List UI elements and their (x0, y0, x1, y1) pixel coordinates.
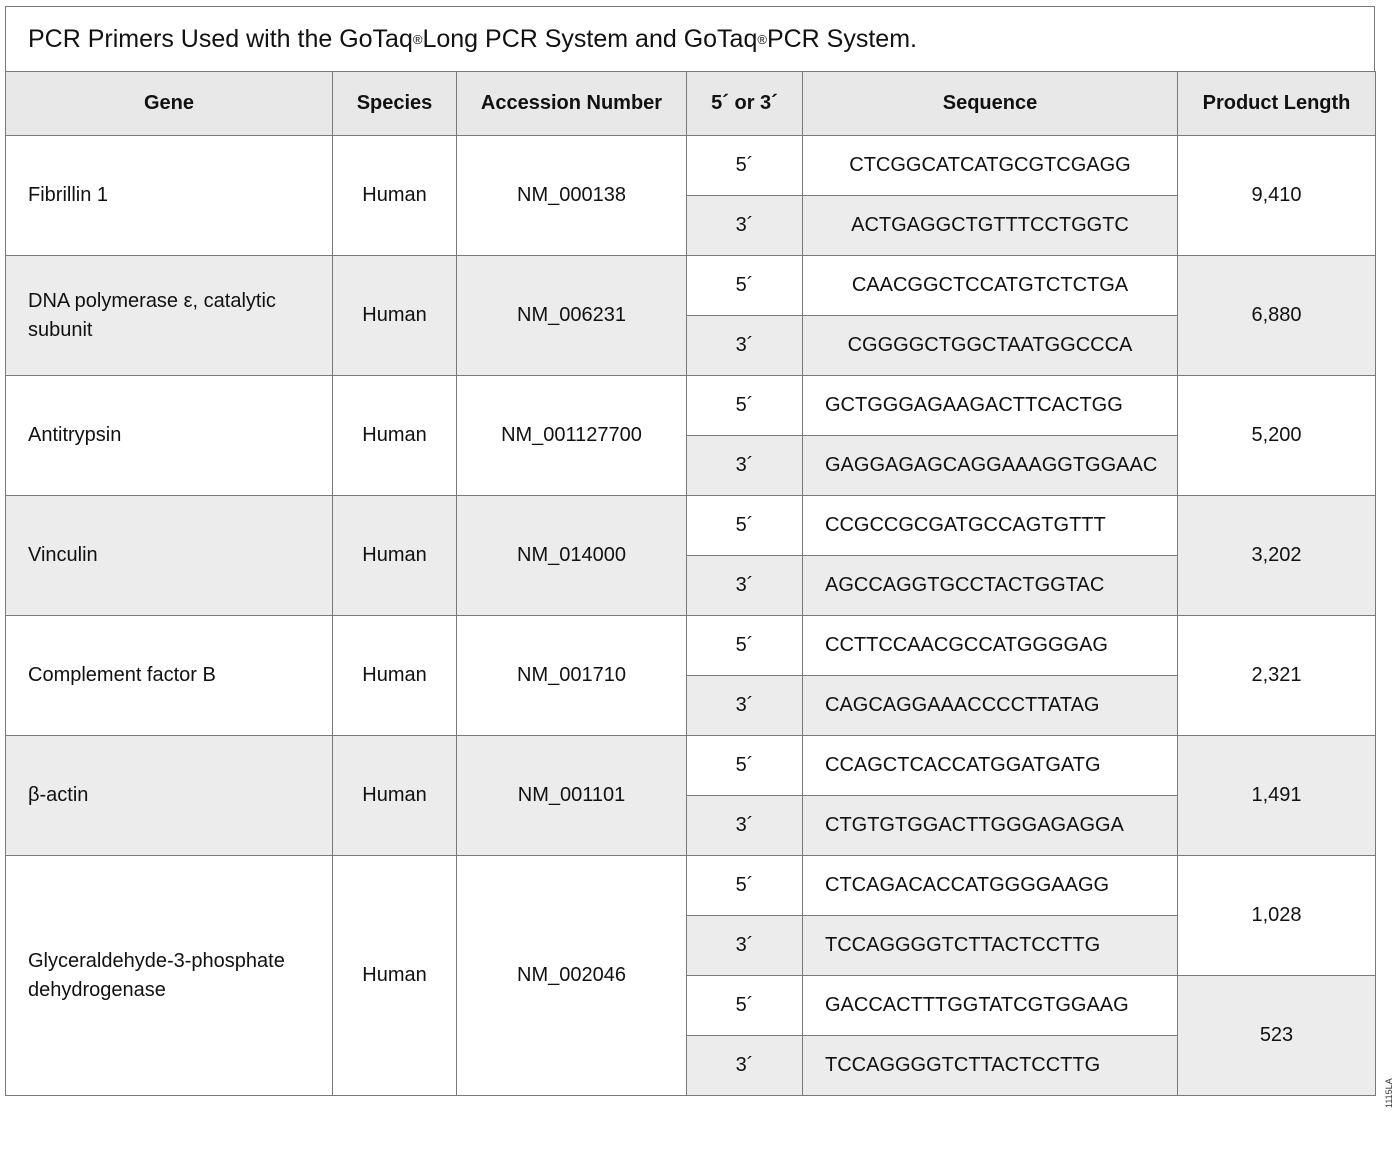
gene-cell: Antitrypsin (5, 375, 333, 496)
header-accession: Accession Number (456, 71, 687, 136)
product-length-cell: 5,200 (1177, 375, 1376, 496)
table-row: DNA polymerase ε, catalytic subunit Human… (5, 255, 1376, 376)
header-sequence: Sequence (802, 71, 1178, 136)
title-text: PCR System. (766, 24, 917, 53)
accession-cell: NM_006231 (456, 255, 687, 376)
title-text: PCR Primers Used with the GoTaq (28, 24, 413, 53)
gene-cell: β-actin (5, 735, 333, 856)
species-cell: Human (332, 615, 457, 736)
sequence-cell: CAACGGCTCCATGTCTCTGA (802, 255, 1178, 316)
table-row: Antitrypsin Human NM_001127700 5´ GCTGGGAGAA… (5, 375, 1376, 496)
product-length-cell: 2,321 (1177, 615, 1376, 736)
table-title: PCR Primers Used with the GoTaq ® Long PC… (5, 6, 1375, 71)
sequence-cell: CGGGGCTGGCTAATGGCCCA (802, 315, 1178, 376)
header-row: Gene Species Accession Number 5´ or 3´ Seque… (5, 71, 1376, 136)
registered-mark: ® (412, 31, 423, 47)
gene-cell: Glyceraldehyde-3-phosphate dehydrogenase (5, 855, 333, 1096)
table-row: Complement factor B Human NM_001710 5´ CCTTC… (5, 615, 1376, 736)
primer-table: Gene Species Accession Number 5´ or 3´ Seque… (5, 71, 1376, 1096)
gene-cell: Vinculin (5, 495, 333, 616)
sequence-cell: TCCAGGGGTCTTACTCCTTG (802, 1035, 1178, 1096)
primer-end-cell: 3´ (686, 195, 803, 256)
product-length-cell: 523 (1177, 975, 1376, 1096)
table-row: 3´ CTGTGTGGACTTGGGAGAGGA (6, 795, 1376, 856)
product-length-cell: 6,880 (1177, 255, 1376, 376)
table-row: 3´ CAGCAGGAAACCCCTTATAG (6, 675, 1376, 736)
species-cell: Human (332, 375, 457, 496)
accession-cell: NM_014000 (456, 495, 687, 616)
primer-end-cell: 3´ (686, 795, 803, 856)
accession-cell: NM_002046 (456, 855, 687, 1096)
sequence-cell: GACCACTTTGGTATCGTGGAAG (802, 975, 1178, 1036)
table-row: 3´ GAGGAGAGCAGGAAAGGTGGAAC (6, 435, 1376, 496)
species-cell: Human (332, 495, 457, 616)
table-row: Vinculin Human NM_014000 5´ CCGCCGCGATGCCAGT… (5, 495, 1376, 616)
gene-cell: DNA polymerase ε, catalytic subunit (5, 255, 333, 376)
sequence-cell: CAGCAGGAAACCCCTTATAG (802, 675, 1178, 736)
sequence-cell: GAGGAGAGCAGGAAAGGTGGAAC (802, 435, 1178, 496)
table-row: β-actin Human NM_001101 5´ CCAGCTCACCATGGATG… (5, 735, 1376, 856)
table-row: 3´ CGGGGCTGGCTAATGGCCCA (6, 315, 1376, 376)
primer-end-cell: 5´ (686, 615, 803, 676)
primer-end-cell: 3´ (686, 315, 803, 376)
table-row: 3´ TCCAGGGGTCTTACTCCTTG (6, 1035, 1376, 1096)
product-length-cell: 1,491 (1177, 735, 1376, 856)
figure-code: 1115LA (1384, 1078, 1394, 1108)
sequence-cell: ACTGAGGCTGTTTCCTGGTC (802, 195, 1178, 256)
primer-end-cell: 5´ (686, 255, 803, 316)
product-length-cell: 3,202 (1177, 495, 1376, 616)
species-cell: Human (332, 735, 457, 856)
table-row: 3´ ACTGAGGCTGTTTCCTGGTC (6, 195, 1376, 256)
gene-cell: Complement factor B (5, 615, 333, 736)
table-row: Glyceraldehyde-3-phosphate dehydrogenase… (5, 855, 1376, 1096)
primer-end-cell: 5´ (686, 495, 803, 556)
accession-cell: NM_001710 (456, 615, 687, 736)
table-row: Fibrillin 1 Human NM_000138 5´ CTCGGCATCATGC… (5, 135, 1376, 256)
registered-mark: ® (757, 31, 767, 47)
header-gene: Gene (5, 71, 333, 136)
sequence-cell: CTGTGTGGACTTGGGAGAGGA (802, 795, 1178, 856)
sequence-cell: AGCCAGGTGCCTACTGGTAC (802, 555, 1178, 616)
header-species: Species (332, 71, 457, 136)
header-end: 5´ or 3´ (686, 71, 803, 136)
product-length-cell: 9,410 (1177, 135, 1376, 256)
sequence-cell: CCTTCCAACGCCATGGGGAG (802, 615, 1178, 676)
primer-end-cell: 3´ (686, 675, 803, 736)
sequence-cell: CTCGGCATCATGCGTCGAGG (802, 135, 1178, 196)
accession-cell: NM_000138 (456, 135, 687, 256)
primer-end-cell: 5´ (686, 735, 803, 796)
product-length-cell: 1,028 (1177, 855, 1376, 976)
species-cell: Human (332, 855, 457, 1096)
sequence-cell: CCGCCGCGATGCCAGTGTTT (802, 495, 1178, 556)
sequence-cell: TCCAGGGGTCTTACTCCTTG (802, 915, 1178, 976)
primer-table-container: PCR Primers Used with the GoTaq ® Long PC… (5, 6, 1376, 1096)
gene-cell: Fibrillin 1 (5, 135, 333, 256)
sequence-cell: CTCAGACACCATGGGGAAGG (802, 855, 1178, 916)
primer-end-cell: 5´ (686, 975, 803, 1036)
primer-end-cell: 3´ (686, 435, 803, 496)
accession-cell: NM_001127700 (456, 375, 687, 496)
species-cell: Human (332, 255, 457, 376)
table-row: 3´ TCCAGGGGTCTTACTCCTTG (6, 915, 1376, 976)
header-product-length: Product Length (1177, 71, 1376, 136)
table-row: 5´ GACCACTTTGGTATCGTGGAAG 523 (6, 975, 1376, 1096)
primer-end-cell: 3´ (686, 1035, 803, 1096)
primer-end-cell: 5´ (686, 375, 803, 436)
title-text: Long PCR System and GoTaq (422, 24, 758, 53)
primer-end-cell: 5´ (686, 855, 803, 916)
table-row: 3´ AGCCAGGTGCCTACTGGTAC (6, 555, 1376, 616)
primer-end-cell: 5´ (686, 135, 803, 196)
accession-cell: NM_001101 (456, 735, 687, 856)
sequence-cell: CCAGCTCACCATGGATGATG (802, 735, 1178, 796)
species-cell: Human (332, 135, 457, 256)
primer-end-cell: 3´ (686, 915, 803, 976)
primer-end-cell: 3´ (686, 555, 803, 616)
sequence-cell: GCTGGGAGAAGACTTCACTGG (802, 375, 1178, 436)
